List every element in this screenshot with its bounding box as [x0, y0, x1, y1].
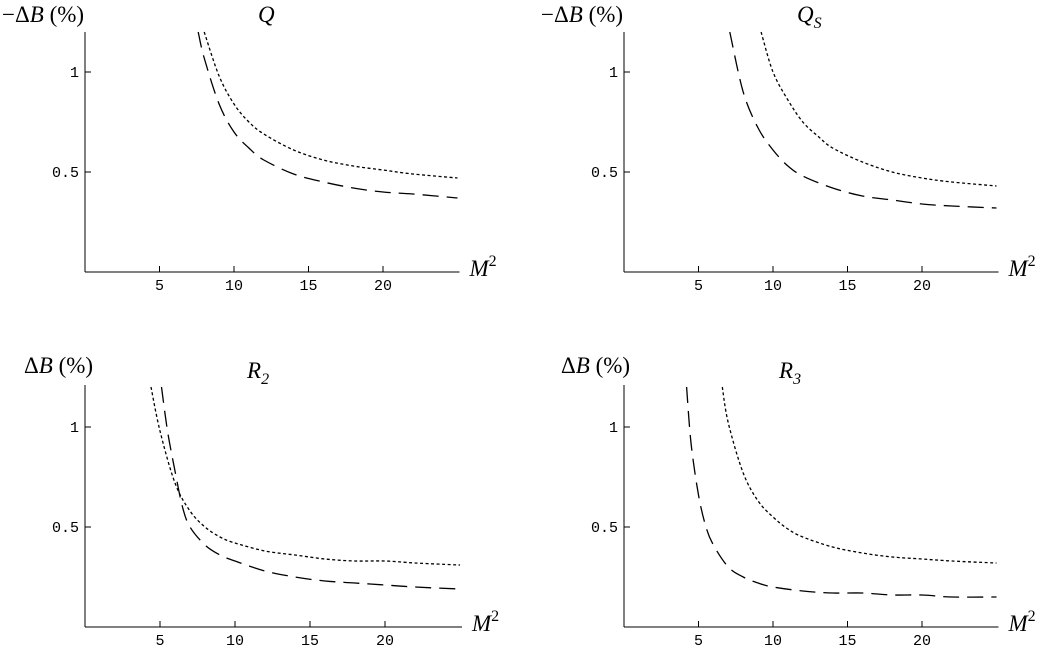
y-tick-label: 0.5	[591, 165, 618, 182]
x-tick-label: 5	[155, 278, 164, 295]
chart-title-subscript: 2	[261, 371, 269, 388]
chart-title: QS	[797, 2, 822, 32]
x-tick-label: 15	[301, 633, 319, 650]
y-axis-label: −ΔB (%)	[541, 2, 623, 27]
x-tick-label: 10	[226, 633, 244, 650]
x-tick-label: 15	[838, 633, 856, 650]
chart-title: R3	[778, 358, 801, 388]
y-tick-label: 1	[609, 420, 618, 437]
x-axis-label-main: M	[471, 611, 493, 636]
chart-title-main: Q	[258, 2, 275, 27]
x-axis-label-main: M	[1008, 611, 1030, 636]
x-tick-label: 15	[299, 278, 317, 295]
x-axis-label: M2	[471, 608, 499, 636]
y-axis-label: −ΔB (%)	[2, 2, 84, 27]
series-line-dashed	[160, 386, 461, 590]
x-tick-label: 5	[155, 633, 164, 650]
x-tick-label: 20	[376, 633, 394, 650]
y-tick-label: 0.5	[52, 520, 79, 537]
y-tick-label: 1	[70, 65, 79, 82]
series-line-dashed	[729, 31, 997, 209]
x-axis-label-superscript: 2	[489, 253, 497, 270]
y-axis-label: ΔB (%)	[561, 353, 630, 378]
y-tick-label: 0.5	[591, 520, 618, 537]
x-tick-label: 15	[838, 278, 856, 295]
y-tick-label: 1	[70, 420, 79, 437]
chart-title: Q	[258, 2, 275, 27]
x-tick-label: 10	[764, 633, 782, 650]
x-tick-label: 10	[225, 278, 243, 295]
series-line-dotted	[203, 31, 458, 179]
x-axis-label-superscript: 2	[491, 608, 499, 625]
chart-title: R2	[246, 358, 269, 388]
series-line-dotted	[760, 31, 997, 187]
x-axis-label-superscript: 2	[1028, 253, 1036, 270]
y-axis-label: ΔB (%)	[24, 353, 93, 378]
series-line-dotted	[721, 386, 997, 564]
chart-title-subscript: S	[814, 15, 822, 32]
x-tick-label: 10	[764, 278, 782, 295]
series-line-dashed	[685, 386, 997, 598]
x-tick-label: 5	[694, 633, 703, 650]
x-tick-label: 20	[374, 278, 392, 295]
y-tick-label: 1	[609, 65, 618, 82]
chart-panel-1: 5 10 15 20 0.5 1 −ΔB (%) Q M2	[2, 2, 497, 295]
series-line-dotted	[150, 386, 461, 566]
chart-title-subscript: 3	[792, 371, 801, 388]
chart-panel-4: 5 10 15 20 0.5 1 ΔB (%) R3 M2	[561, 353, 1036, 650]
x-tick-label: 5	[694, 278, 703, 295]
chart-title-main: Q	[797, 2, 814, 27]
y-tick-label: 0.5	[52, 165, 79, 182]
chart-title-main: R	[246, 358, 261, 383]
chart-panel-2: 5 10 15 20 0.5 1 −ΔB (%) QS M2	[541, 2, 1036, 295]
x-axis-label: M2	[469, 253, 497, 281]
x-tick-label: 20	[913, 278, 931, 295]
x-tick-label: 20	[913, 633, 931, 650]
x-axis-label-superscript: 2	[1028, 608, 1036, 625]
x-axis-label-main: M	[1008, 256, 1030, 281]
x-axis-label-main: M	[469, 256, 491, 281]
x-axis-label: M2	[1008, 253, 1036, 281]
series-line-dashed	[197, 31, 458, 199]
x-axis-label: M2	[1008, 608, 1036, 636]
chart-title-main: R	[778, 358, 793, 383]
